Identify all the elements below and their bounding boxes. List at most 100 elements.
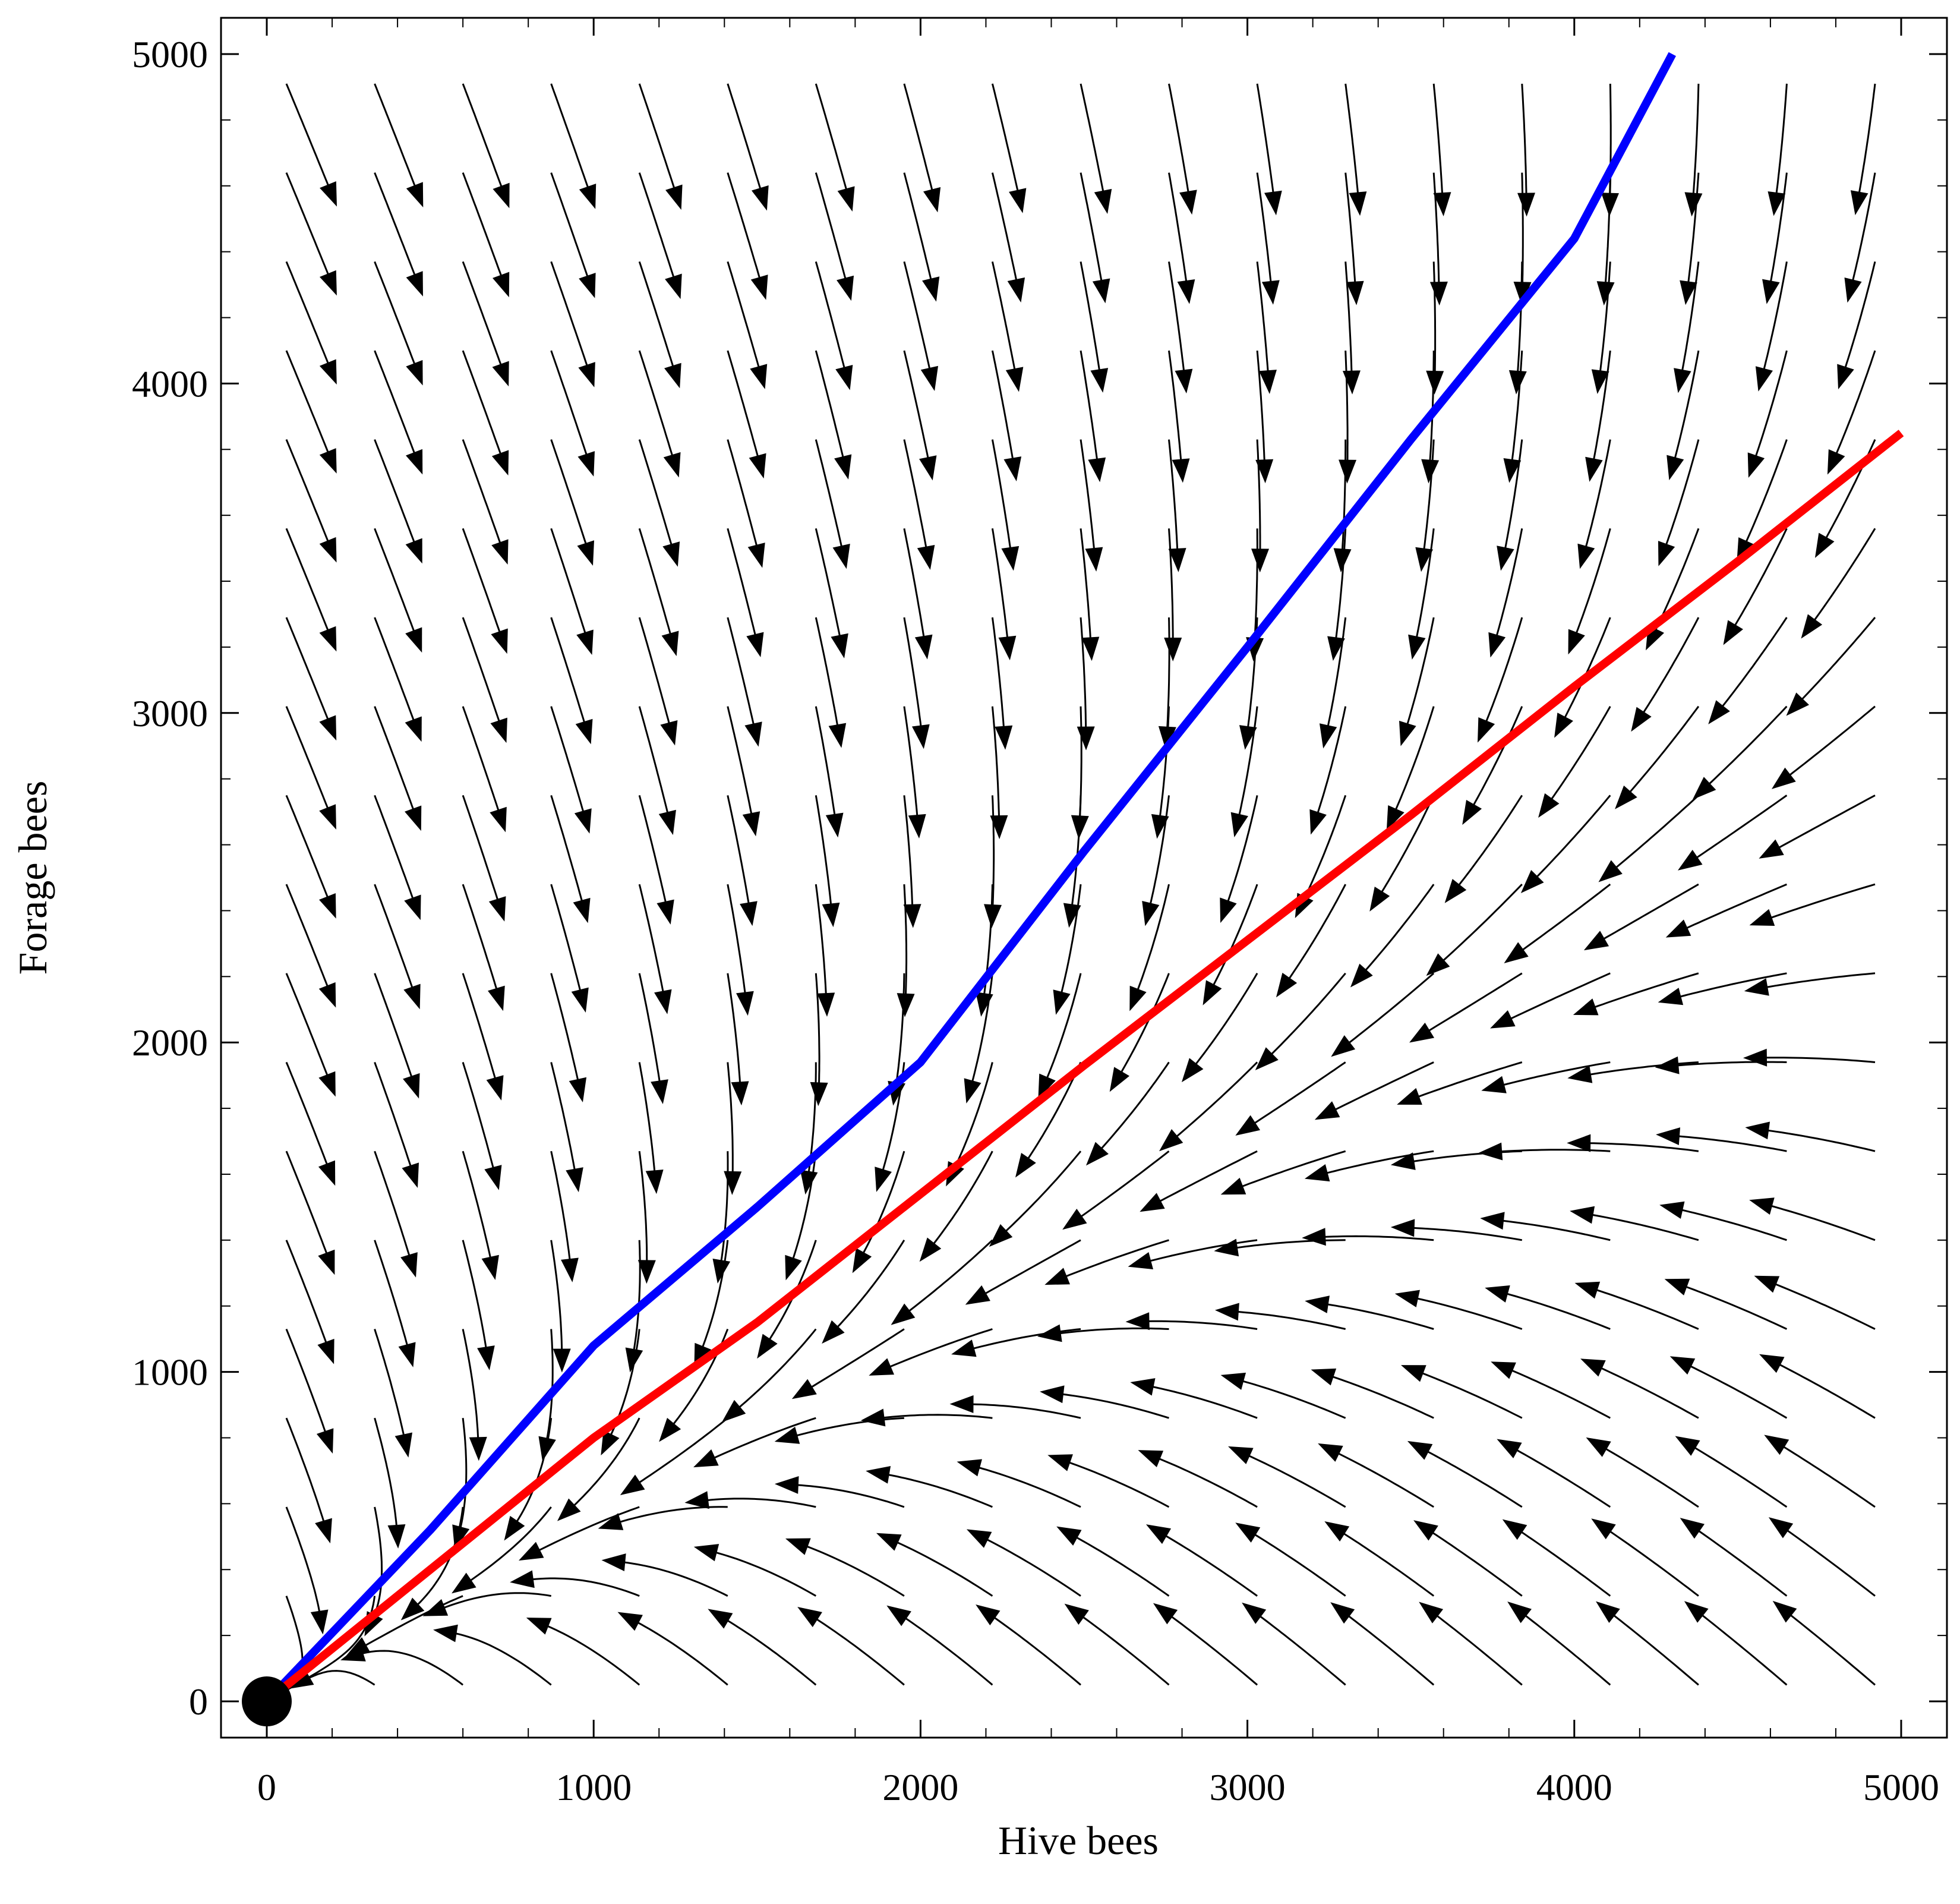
stream-arrowhead: [575, 718, 593, 745]
stream-arrowhead: [693, 1544, 719, 1562]
stream-arrowhead: [1497, 1439, 1522, 1458]
stream-arrowhead: [1063, 903, 1081, 928]
stream-line: [1072, 1150, 1170, 1223]
stream-arrowhead: [1570, 1206, 1595, 1224]
stream-arrowhead: [984, 904, 1002, 929]
stream-line: [462, 973, 499, 1089]
stream-arrowhead: [822, 1320, 845, 1344]
stream-line: [1781, 705, 1876, 782]
stream-line: [1775, 1440, 1876, 1508]
stream-line: [638, 1151, 648, 1271]
stream-line: [1236, 706, 1258, 825]
stream-line: [1521, 83, 1527, 204]
stream-arrowhead: [708, 1609, 733, 1629]
stream-line: [462, 706, 503, 821]
stream-arrowhead: [1759, 1354, 1785, 1373]
stream-arrowhead: [1129, 985, 1147, 1011]
stream-arrowhead: [1771, 767, 1796, 789]
stream-arrowhead: [318, 982, 336, 1008]
stream-arrowhead: [1399, 720, 1416, 746]
stream-arrowhead: [1827, 449, 1845, 475]
stream-line: [1314, 706, 1347, 823]
stream-line: [1832, 350, 1876, 464]
stream-line: [446, 1631, 552, 1686]
stream-arrowhead: [1429, 281, 1448, 306]
stream-line: [903, 884, 908, 1004]
x-tick-label: 4000: [1536, 1766, 1612, 1808]
stream-arrowhead: [1138, 1450, 1164, 1468]
stream-line: [1681, 1361, 1788, 1419]
stream-line: [1637, 617, 1700, 721]
stream-line: [374, 795, 417, 909]
stream-line: [903, 172, 935, 289]
stream-arrowhead: [1003, 456, 1022, 482]
stream-arrowhead: [1230, 812, 1248, 837]
stream-arrowhead: [740, 901, 758, 926]
stream-arrowhead: [1513, 281, 1532, 306]
stream-arrowhead: [750, 275, 768, 300]
stream-arrowhead: [406, 271, 423, 297]
stream-arrowhead: [1444, 879, 1467, 903]
stream-line: [706, 1549, 817, 1597]
axis-ticks: 0 1000 2000 3000 4000 5000 0 1000 2000 3000 4000 50…: [132, 18, 1947, 1808]
stream-line: [815, 172, 849, 289]
stream-arrowhead: [1419, 1602, 1444, 1624]
stream-line: [951, 1062, 993, 1175]
stream-arrowhead: [577, 451, 595, 477]
stream-line: [903, 617, 923, 736]
stream-arrowhead: [492, 361, 509, 387]
stream-line: [550, 617, 588, 732]
stream-arrowhead: [577, 540, 595, 566]
stream-arrowhead: [1172, 458, 1190, 483]
stream-line: [1677, 883, 1787, 933]
stream-line: [1691, 83, 1700, 204]
stream-arrowhead: [919, 455, 937, 481]
stream-arrowhead: [1768, 191, 1786, 216]
x-tick-label: 5000: [1863, 1766, 1939, 1808]
stream-arrowhead: [860, 1408, 886, 1427]
stream-line: [1502, 1366, 1611, 1419]
stream-line: [374, 706, 418, 819]
stream-arrowhead: [1302, 1228, 1326, 1246]
stream-line: [1151, 1150, 1258, 1207]
stream-arrowhead: [566, 1167, 583, 1193]
stream-line: [1662, 439, 1700, 554]
stream-line: [991, 795, 995, 916]
stream-arrowhead: [319, 448, 337, 474]
stream-arrowhead: [1764, 1435, 1789, 1455]
stream-line: [1507, 1444, 1611, 1508]
stream-line: [991, 528, 1009, 648]
stream-line: [1344, 172, 1357, 292]
stream-line: [873, 1414, 993, 1420]
stream-line: [1672, 1207, 1787, 1241]
stream-arrowhead: [920, 365, 939, 392]
stream-line: [1315, 1235, 1434, 1241]
x-tick-label: 0: [257, 1766, 276, 1808]
stream-arrowhead: [319, 359, 337, 385]
stream-line: [1227, 1310, 1346, 1330]
stream-arrowhead: [1168, 548, 1186, 572]
stream-arrowhead: [1601, 193, 1619, 217]
stream-arrowhead: [637, 1260, 656, 1284]
stream-arrowhead: [1314, 1101, 1340, 1120]
stream-arrowhead: [976, 1604, 1000, 1626]
stream-arrowhead: [1850, 190, 1869, 216]
stream-arrowhead: [828, 723, 847, 748]
stream-line: [374, 83, 419, 196]
stream-arrowhead: [1158, 726, 1176, 751]
stream-arrowhead: [866, 1466, 891, 1484]
stream-line: [1668, 1134, 1787, 1152]
stream-line: [1420, 972, 1523, 1037]
stream-arrowhead: [1426, 953, 1450, 976]
stream-arrowhead: [665, 273, 682, 300]
stream-line: [1758, 1128, 1876, 1152]
stream-line: [374, 1150, 414, 1266]
stream-line: [727, 172, 763, 288]
stream-line: [550, 973, 581, 1090]
stream-line: [815, 261, 848, 378]
stream-line: [1452, 795, 1523, 894]
stream-arrowhead: [645, 1169, 664, 1194]
stream-arrowhead: [493, 272, 510, 298]
stream-line: [285, 528, 333, 640]
stream-line: [1168, 1061, 1258, 1144]
